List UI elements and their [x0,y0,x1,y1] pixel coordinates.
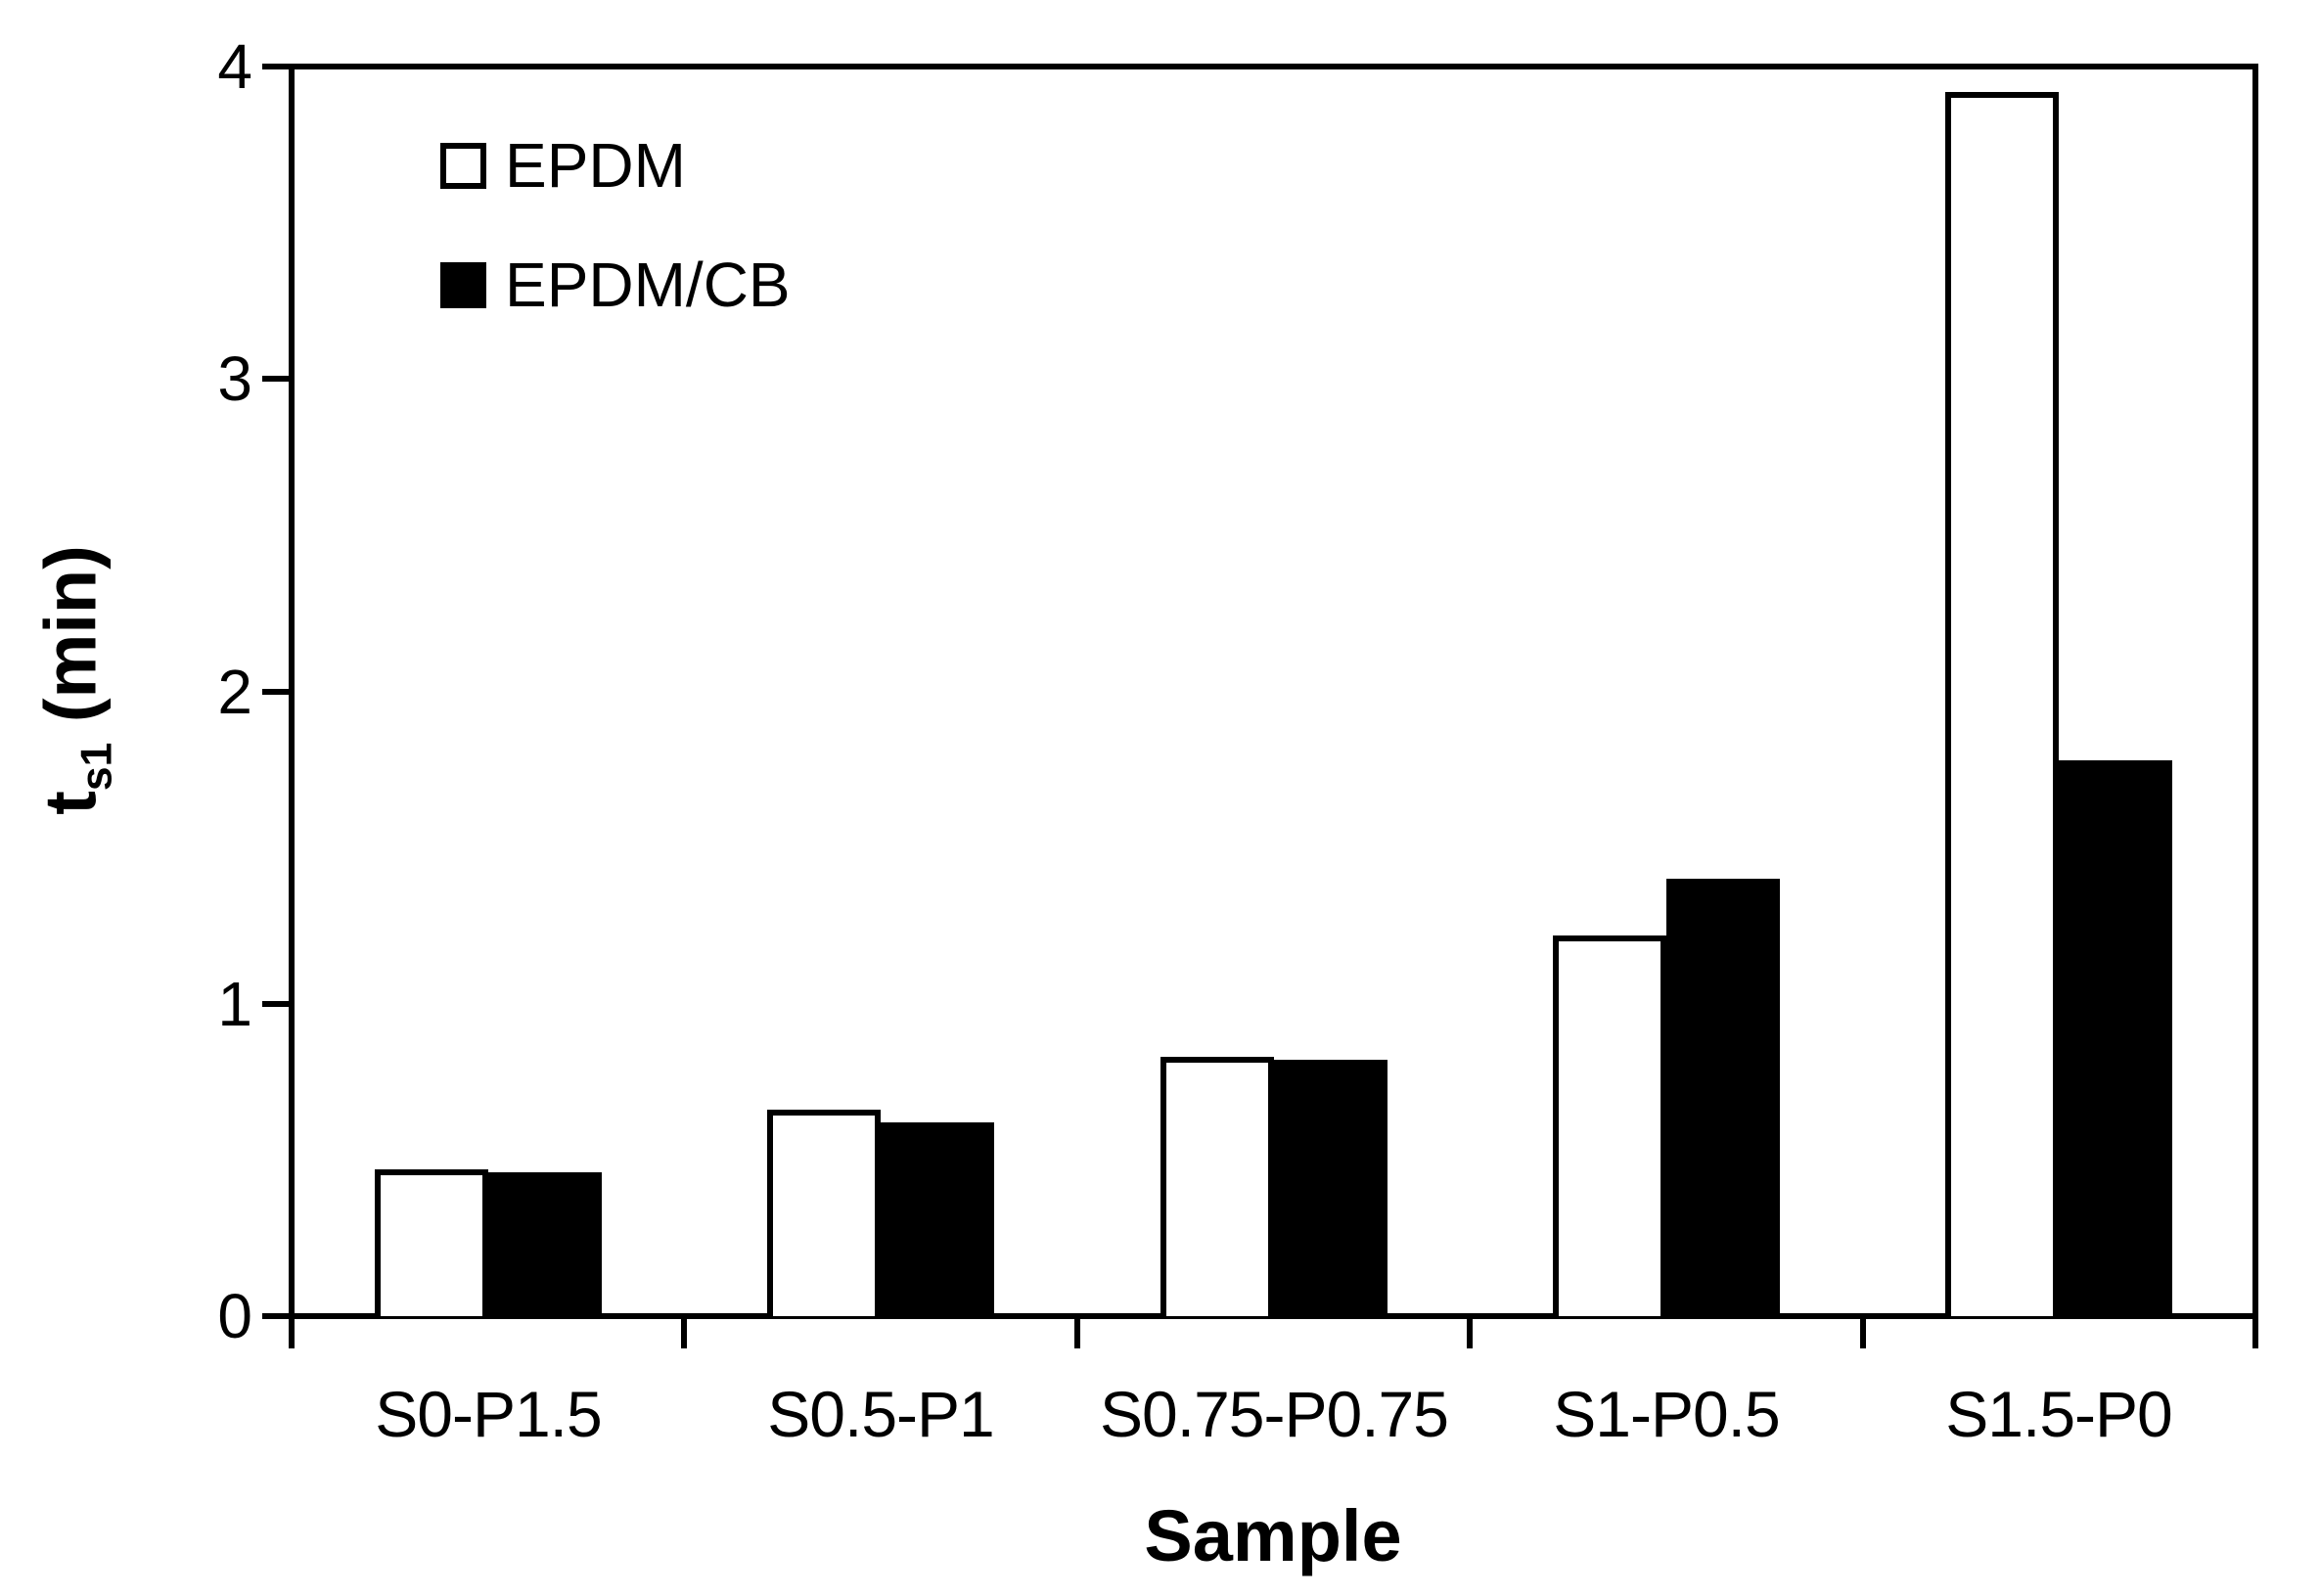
bar-epdm-cb-s1-5-p0 [2059,760,2172,1316]
bar-epdm-cb-s0-75-p0-75 [1274,1060,1387,1316]
y-tick-label-3: 3 [217,343,252,414]
y-tick-label-4: 4 [217,31,252,102]
y-axis-title: ts1 (min) [29,545,121,815]
legend-item-epdm-cb: EPDM/CB [440,253,791,316]
legend-item-epdm: EPDM [440,134,791,197]
x-category-label-s1-5-p0: S1.5-P0 [1945,1378,2172,1450]
legend-swatch-epdm-cb-icon [440,261,486,308]
bar-epdm-s0-p1-5 [375,1169,488,1316]
x-category-label-s0-p1-5: S0-P1.5 [375,1378,602,1450]
y-tick-label-2: 2 [217,657,252,727]
y-tick-label-1: 1 [217,969,252,1039]
y-tick-3 [262,376,289,382]
legend-swatch-epdm-icon [440,142,486,189]
y-axis-title-subscript: s1 [72,742,121,792]
y-tick-2 [262,689,289,695]
x-tick-3 [1467,1316,1473,1348]
x-tick-1 [681,1316,687,1348]
bar-epdm-s1-p0-5 [1553,935,1666,1316]
bar-epdm-cb-s1-p0-5 [1666,879,1780,1316]
bar-epdm-cb-s0-p1-5 [488,1172,602,1316]
bar-epdm-cb-s0-5-p1 [881,1122,994,1316]
y-axis-title-unit: (min) [29,545,112,743]
x-tick-5 [2252,1316,2258,1348]
legend-label-epdm-cb: EPDM/CB [505,250,791,320]
x-category-label-s1-p0-5: S1-P0.5 [1553,1378,1780,1450]
x-tick-4 [1860,1316,1866,1348]
x-category-label-s0-5-p1: S0.5-P1 [767,1378,994,1450]
x-tick-0 [289,1316,295,1348]
y-axis-title-symbol: t [29,791,112,815]
x-tick-2 [1074,1316,1080,1348]
bar-epdm-s1-5-p0 [1945,92,2059,1316]
legend-label-epdm: EPDM [505,130,686,201]
legend: EPDM EPDM/CB [440,134,791,373]
y-tick-0 [262,1313,289,1319]
x-axis-title: Sample [1144,1495,1402,1576]
bar-epdm-s0-5-p1 [767,1110,881,1316]
y-tick-4 [262,64,289,69]
y-tick-1 [262,1001,289,1007]
x-category-label-s0-75-p0-75: S0.75-P0.75 [1100,1378,1449,1450]
y-tick-label-0: 0 [217,1281,252,1351]
bar-epdm-s0-75-p0-75 [1160,1057,1274,1316]
